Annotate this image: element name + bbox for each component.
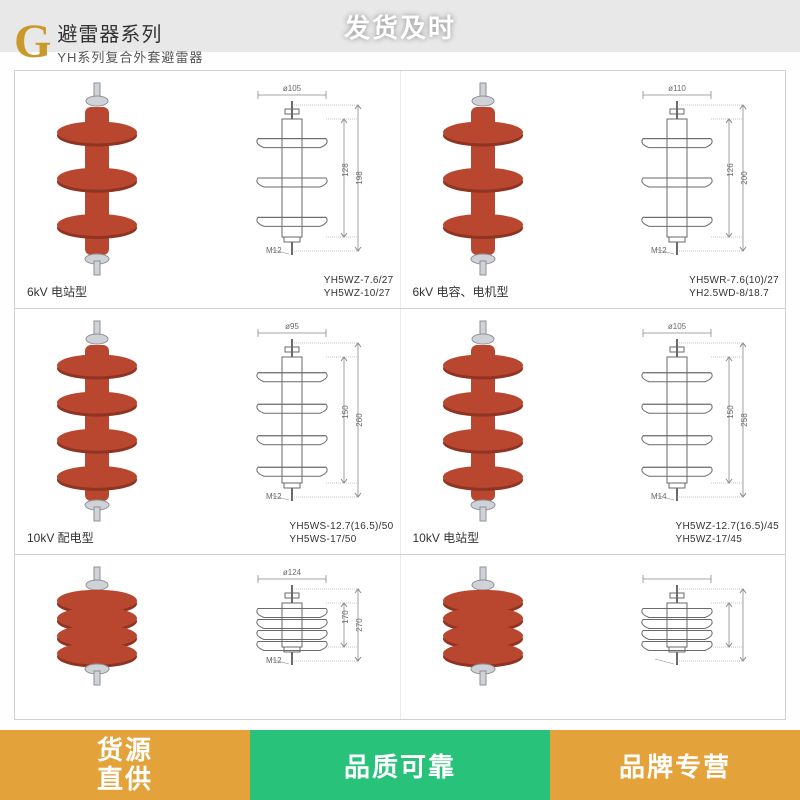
svg-text:M12: M12 (266, 656, 282, 665)
svg-text:270: 270 (355, 618, 364, 632)
svg-text:128: 128 (341, 163, 350, 177)
svg-text:ø124: ø124 (282, 568, 301, 577)
series-letter: G (14, 18, 51, 66)
svg-text:200: 200 (740, 171, 749, 185)
arrester-diagram: ø95 M12 150 260 (236, 315, 386, 523)
catalog-row: ø95 M12 150 260 (15, 309, 785, 555)
cell-caption: 6kV 电容、电机型 YH5WR-7.6(10)/27YH2.5WD-8/18.… (413, 274, 780, 300)
catalog-row: ø105 M12 128 198 (15, 71, 785, 309)
badge-source: 货源 直供 (0, 730, 250, 800)
catalog-grid: ø105 M12 128 198 (14, 70, 786, 720)
svg-text:M12: M12 (266, 246, 282, 255)
svg-text:ø110: ø110 (668, 84, 686, 93)
catalog-cell: ø105 M14 150 258 (400, 309, 786, 554)
caption-type: 10kV 电站型 (413, 529, 480, 546)
badge-quality-text: 品质可靠 (344, 747, 456, 784)
caption-type: 10kV 配电型 (27, 529, 94, 546)
arrester-diagram (621, 561, 771, 687)
svg-text:126: 126 (726, 163, 735, 177)
svg-text:258: 258 (740, 413, 749, 427)
catalog-row: ø124 M12 170 270 (15, 555, 785, 719)
svg-text:ø105: ø105 (668, 322, 687, 331)
series-sub: YH系列复合外套避雷器 (57, 47, 203, 66)
badge-brand-text: 品牌专营 (619, 747, 731, 784)
catalog-cell: ø110 M12 126 200 (400, 71, 786, 308)
badge-source-text: 货源 直供 (97, 736, 153, 793)
page: 发货及时 G 避雷器系列 YH系列复合外套避雷器 (0, 0, 800, 800)
arrester-photo (47, 319, 147, 527)
svg-text:150: 150 (341, 405, 350, 419)
arrester-diagram: ø124 M12 170 270 (236, 561, 386, 687)
arrester-diagram: ø110 M12 126 200 (621, 77, 771, 277)
svg-text:150: 150 (726, 405, 735, 419)
badge-brand: 品牌专营 (550, 730, 800, 800)
svg-text:ø105: ø105 (282, 84, 301, 93)
caption-type: 6kV 电容、电机型 (413, 283, 509, 300)
svg-text:M12: M12 (266, 492, 282, 501)
cell-caption: 10kV 电站型 YH5WZ-12.7(16.5)/45YH5WZ-17/45 (413, 520, 780, 546)
caption-models: YH5WZ-12.7(16.5)/45YH5WZ-17/45 (675, 520, 779, 546)
cell-caption: 10kV 配电型 YH5WS-12.7(16.5)/50YH5WS-17/50 (27, 520, 394, 546)
arrester-photo (47, 565, 147, 691)
svg-text:170: 170 (341, 610, 350, 624)
arrester-photo (47, 81, 147, 281)
svg-text:198: 198 (355, 171, 364, 185)
catalog-cell: ø124 M12 170 270 (15, 555, 400, 719)
svg-text:M14: M14 (651, 492, 667, 501)
svg-text:M12: M12 (651, 246, 667, 255)
catalog-cell: ø95 M12 150 260 (15, 309, 400, 554)
footer-badges: 货源 直供 品质可靠 品牌专营 (0, 730, 800, 800)
caption-models: YH5WZ-7.6/27YH5WZ-10/27 (324, 274, 394, 300)
caption-models: YH5WS-12.7(16.5)/50YH5WS-17/50 (289, 520, 393, 546)
series-name: 避雷器系列 (57, 18, 203, 47)
series-title: G 避雷器系列 YH系列复合外套避雷器 (14, 18, 203, 66)
arrester-photo (433, 565, 533, 691)
svg-text:260: 260 (355, 413, 364, 427)
arrester-photo (433, 319, 533, 527)
svg-text:ø95: ø95 (285, 322, 299, 331)
catalog-cell (400, 555, 786, 719)
caption-type: 6kV 电站型 (27, 283, 87, 300)
header-banner-text: 发货及时 (344, 8, 456, 45)
catalog-cell: ø105 M12 128 198 (15, 71, 400, 308)
arrester-diagram: ø105 M14 150 258 (621, 315, 771, 523)
cell-caption: 6kV 电站型 YH5WZ-7.6/27YH5WZ-10/27 (27, 274, 394, 300)
caption-models: YH5WR-7.6(10)/27YH2.5WD-8/18.7 (689, 274, 779, 300)
badge-quality: 品质可靠 (250, 730, 550, 800)
arrester-photo (433, 81, 533, 281)
arrester-diagram: ø105 M12 128 198 (236, 77, 386, 277)
